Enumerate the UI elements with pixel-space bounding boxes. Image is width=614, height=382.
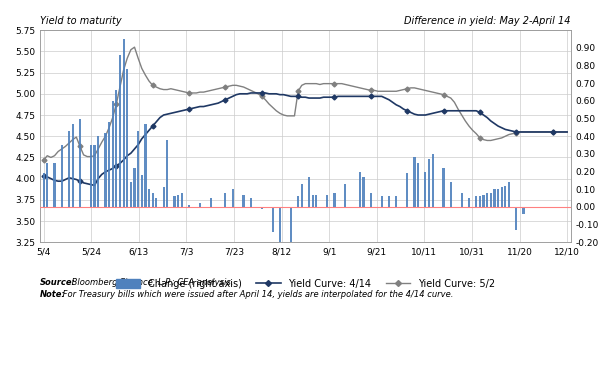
Bar <box>199 203 201 207</box>
Bar <box>42 173 45 207</box>
Bar <box>224 193 227 207</box>
Bar <box>108 122 110 207</box>
Bar <box>188 205 190 207</box>
Bar <box>123 39 125 207</box>
Bar <box>504 186 507 207</box>
Bar <box>133 168 136 207</box>
Bar <box>362 177 365 207</box>
Legend: Change (right axis), Yield Curve: 4/14, Yield Curve: 5/2: Change (right axis), Yield Curve: 4/14, … <box>112 275 499 293</box>
Text: For Treasury bills which were issued after April 14, yields are interpolated for: For Treasury bills which were issued aft… <box>60 290 454 299</box>
Bar <box>97 136 99 207</box>
Bar <box>500 188 503 207</box>
Bar <box>460 193 463 207</box>
Bar <box>359 172 361 207</box>
Bar <box>475 196 477 207</box>
Bar <box>395 196 397 207</box>
Bar <box>210 198 212 207</box>
Bar <box>344 184 346 207</box>
Bar <box>428 159 430 207</box>
Bar <box>155 198 157 207</box>
Bar <box>261 207 263 209</box>
Text: Bloomberg Finance, L.P.; CEA analysis.: Bloomberg Finance, L.P.; CEA analysis. <box>69 278 233 287</box>
Bar <box>523 207 524 214</box>
Bar <box>490 193 492 207</box>
Bar <box>297 196 299 207</box>
Bar <box>417 163 419 207</box>
Bar <box>173 196 176 207</box>
Bar <box>119 55 121 207</box>
Bar <box>130 182 132 207</box>
Bar <box>231 189 234 207</box>
Bar <box>163 188 165 207</box>
Bar <box>381 196 383 207</box>
Bar <box>68 131 70 207</box>
Bar <box>152 193 154 207</box>
Bar <box>515 207 518 230</box>
Bar <box>449 182 452 207</box>
Bar <box>72 124 74 207</box>
Bar <box>301 184 303 207</box>
Bar <box>370 193 372 207</box>
Bar <box>326 194 328 207</box>
Bar <box>177 194 179 207</box>
Bar <box>144 124 147 207</box>
Text: Difference in yield: May 2-April 14: Difference in yield: May 2-April 14 <box>404 16 571 26</box>
Bar <box>141 175 143 207</box>
Bar <box>115 90 117 207</box>
Bar <box>413 157 416 207</box>
Bar <box>126 69 128 207</box>
Bar <box>243 194 244 207</box>
Bar <box>279 207 281 246</box>
Bar <box>406 173 408 207</box>
Bar <box>508 182 510 207</box>
Bar <box>497 189 499 207</box>
Bar <box>166 140 168 207</box>
Bar <box>468 198 470 207</box>
Bar <box>333 193 335 207</box>
Bar <box>388 196 390 207</box>
Bar <box>432 154 433 207</box>
Bar <box>290 207 292 249</box>
Bar <box>479 196 481 207</box>
Bar <box>46 163 49 207</box>
Bar <box>250 198 252 207</box>
Bar <box>486 193 488 207</box>
Bar <box>61 145 63 207</box>
Bar <box>53 163 56 207</box>
Text: Yield to maturity: Yield to maturity <box>40 16 122 26</box>
Bar <box>90 145 92 207</box>
Bar <box>148 189 150 207</box>
Text: Note:: Note: <box>40 290 66 299</box>
Bar <box>181 193 183 207</box>
Bar <box>104 133 106 207</box>
Bar <box>137 131 139 207</box>
Bar <box>112 101 114 207</box>
Text: Source:: Source: <box>40 278 76 287</box>
Bar <box>311 194 314 207</box>
Bar <box>493 189 495 207</box>
Bar <box>424 172 427 207</box>
Bar <box>93 145 96 207</box>
Bar <box>308 177 310 207</box>
Bar <box>79 118 81 207</box>
Bar <box>443 168 445 207</box>
Bar <box>483 194 484 207</box>
Bar <box>271 207 274 231</box>
Bar <box>315 194 317 207</box>
